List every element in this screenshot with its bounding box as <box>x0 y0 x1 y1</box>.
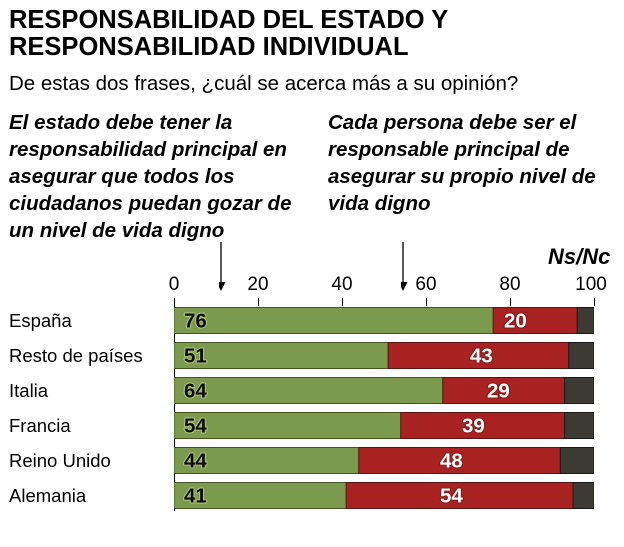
svg-text:44: 44 <box>184 450 207 473</box>
svg-text:64: 64 <box>184 380 207 403</box>
svg-text:39: 39 <box>462 415 485 438</box>
svg-text:48: 48 <box>440 450 463 473</box>
svg-text:43: 43 <box>470 345 493 368</box>
svg-text:54: 54 <box>184 415 207 438</box>
svg-text:54: 54 <box>440 485 463 508</box>
svg-text:76: 76 <box>184 310 207 333</box>
svg-text:51: 51 <box>184 345 207 368</box>
svg-text:20: 20 <box>504 310 527 333</box>
svg-text:41: 41 <box>184 485 207 508</box>
svg-text:29: 29 <box>487 380 510 403</box>
